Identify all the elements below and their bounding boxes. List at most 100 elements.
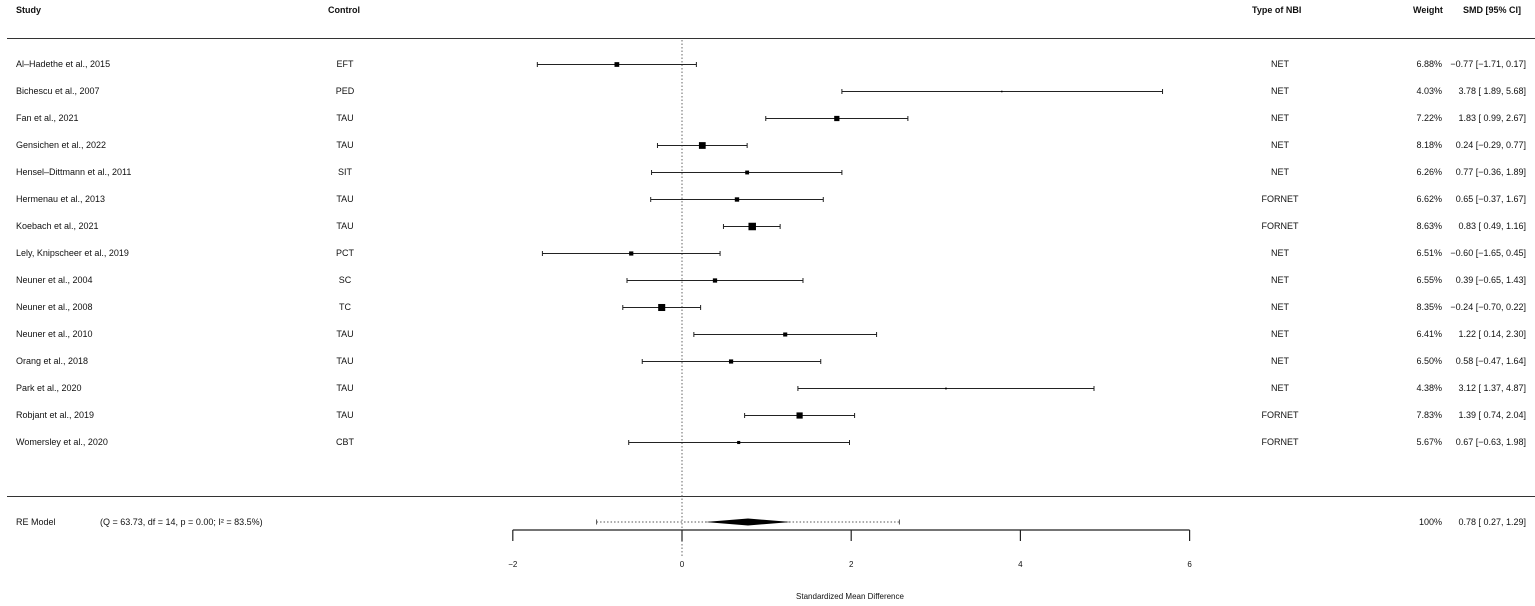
point-estimate (737, 440, 741, 445)
row-smd: 1.83 [ 0.99, 2.67] (1458, 113, 1526, 123)
row-smd: 1.39 [ 0.74, 2.04] (1458, 410, 1526, 420)
row-control: TC (339, 302, 351, 312)
row-weight: 7.83% (1416, 410, 1442, 420)
row-weight: 4.38% (1416, 383, 1442, 393)
row-weight: 8.18% (1416, 140, 1442, 150)
row-nbi: NET (1271, 302, 1289, 312)
row-nbi: FORNET (1261, 194, 1299, 204)
row-nbi: NET (1271, 248, 1289, 258)
row-weight: 4.03% (1416, 86, 1442, 96)
row-study: Gensichen et al., 2022 (16, 140, 107, 150)
row-study: Bichescu et al., 2007 (16, 86, 100, 96)
point-estimate (745, 170, 750, 175)
row-weight: 5.67% (1416, 437, 1442, 447)
row-control: TAU (336, 410, 354, 420)
row-nbi: FORNET (1261, 437, 1299, 447)
row-weight: 6.41% (1416, 329, 1442, 339)
row-study: Womersley et al., 2020 (16, 437, 108, 447)
point-estimate (834, 115, 840, 122)
header-study: Study (16, 5, 42, 15)
x-tick-label: 6 (1187, 560, 1192, 569)
row-study: Neuner et al., 2008 (16, 302, 93, 312)
row-control: TAU (336, 221, 354, 231)
row-smd: −0.77 [−1.71, 0.17] (1450, 59, 1526, 69)
row-nbi: NET (1271, 59, 1289, 69)
row-smd: 0.58 [−0.47, 1.64] (1455, 356, 1526, 366)
row-smd: 0.77 [−0.36, 1.89] (1455, 167, 1526, 177)
row-study: Lely, Knipscheer et al., 2019 (16, 248, 129, 258)
x-tick-label: 4 (1018, 560, 1023, 569)
row-control: TAU (336, 356, 354, 366)
row-control: EFT (336, 59, 354, 69)
summary-divider (7, 496, 1535, 497)
row-control: TAU (336, 329, 354, 339)
row-study: Hermenau et al., 2013 (16, 194, 106, 204)
header-nbi: Type of NBI (1252, 5, 1302, 15)
row-nbi: NET (1271, 140, 1289, 150)
row-weight: 7.22% (1416, 113, 1442, 123)
row-smd: 0.65 [−0.37, 1.67] (1455, 194, 1526, 204)
row-smd: 1.22 [ 0.14, 2.30] (1458, 329, 1526, 339)
x-tick-label: −2 (508, 560, 518, 569)
row-study: Hensel–Dittmann et al., 2011 (16, 167, 132, 177)
row-weight: 6.62% (1416, 194, 1442, 204)
row-weight: 6.26% (1416, 167, 1442, 177)
point-estimate (658, 303, 666, 312)
row-study: Park et al., 2020 (16, 383, 82, 393)
row-smd: 0.67 [−0.63, 1.98] (1455, 437, 1526, 447)
row-study: Fan et al., 2021 (16, 113, 79, 123)
row-control: TAU (336, 383, 354, 393)
point-estimate (945, 387, 947, 390)
point-estimate (698, 142, 706, 149)
row-nbi: FORNET (1261, 221, 1299, 231)
x-axis-label: Standardized Mean Difference (796, 592, 904, 601)
point-estimate (614, 62, 620, 67)
row-study: Neuner et al., 2010 (16, 329, 93, 339)
row-nbi: FORNET (1261, 410, 1299, 420)
row-control: SIT (337, 167, 352, 177)
row-weight: 6.88% (1416, 59, 1442, 69)
summary-stats: (Q = 63.73, df = 14, p = 0.00; I² = 83.5… (100, 517, 263, 527)
row-nbi: NET (1271, 329, 1289, 339)
point-estimate (734, 197, 740, 202)
row-nbi: NET (1271, 356, 1289, 366)
row-control: PED (335, 86, 355, 96)
row-smd: 3.78 [ 1.89, 5.68] (1458, 86, 1526, 96)
row-study: Koebach et al., 2021 (16, 221, 99, 231)
row-smd: −0.60 [−1.65, 0.45] (1450, 248, 1526, 258)
row-weight: 8.63% (1416, 221, 1442, 231)
header-control: Control (328, 5, 360, 15)
row-nbi: NET (1271, 113, 1289, 123)
row-control: TAU (336, 140, 354, 150)
row-control: CBT (336, 437, 354, 447)
row-control: TAU (336, 194, 354, 204)
row-smd: 0.83 [ 0.49, 1.16] (1458, 221, 1526, 231)
summary-smd: 0.78 [ 0.27, 1.29] (1458, 517, 1526, 527)
row-nbi: NET (1271, 86, 1289, 96)
x-tick-label: 2 (848, 560, 854, 569)
row-smd: 3.12 [ 1.37, 4.87] (1458, 383, 1526, 393)
pooled-diamond (704, 518, 792, 526)
row-study: Robjant et al., 2019 (16, 410, 95, 420)
row-control: PCT (336, 248, 354, 258)
header-weight: Weight (1413, 5, 1443, 15)
row-nbi: NET (1271, 275, 1289, 285)
header-divider (7, 38, 1535, 39)
point-estimate (748, 222, 756, 231)
row-weight: 6.50% (1416, 356, 1442, 366)
row-study: Orang et al., 2018 (16, 356, 89, 366)
row-smd: −0.24 [−0.70, 0.22] (1450, 302, 1526, 312)
point-estimate (629, 251, 634, 256)
row-smd: 0.39 [−0.65, 1.43] (1455, 275, 1526, 285)
point-estimate (796, 412, 803, 419)
row-weight: 6.51% (1416, 248, 1442, 258)
row-control: SC (338, 275, 352, 285)
point-estimate (783, 332, 788, 337)
point-estimate (1001, 90, 1003, 93)
row-nbi: NET (1271, 383, 1289, 393)
summary-weight: 100% (1418, 517, 1442, 527)
row-nbi: NET (1271, 167, 1289, 177)
row-smd: 0.24 [−0.29, 0.77] (1455, 140, 1526, 150)
row-study: Neuner et al., 2004 (16, 275, 93, 285)
